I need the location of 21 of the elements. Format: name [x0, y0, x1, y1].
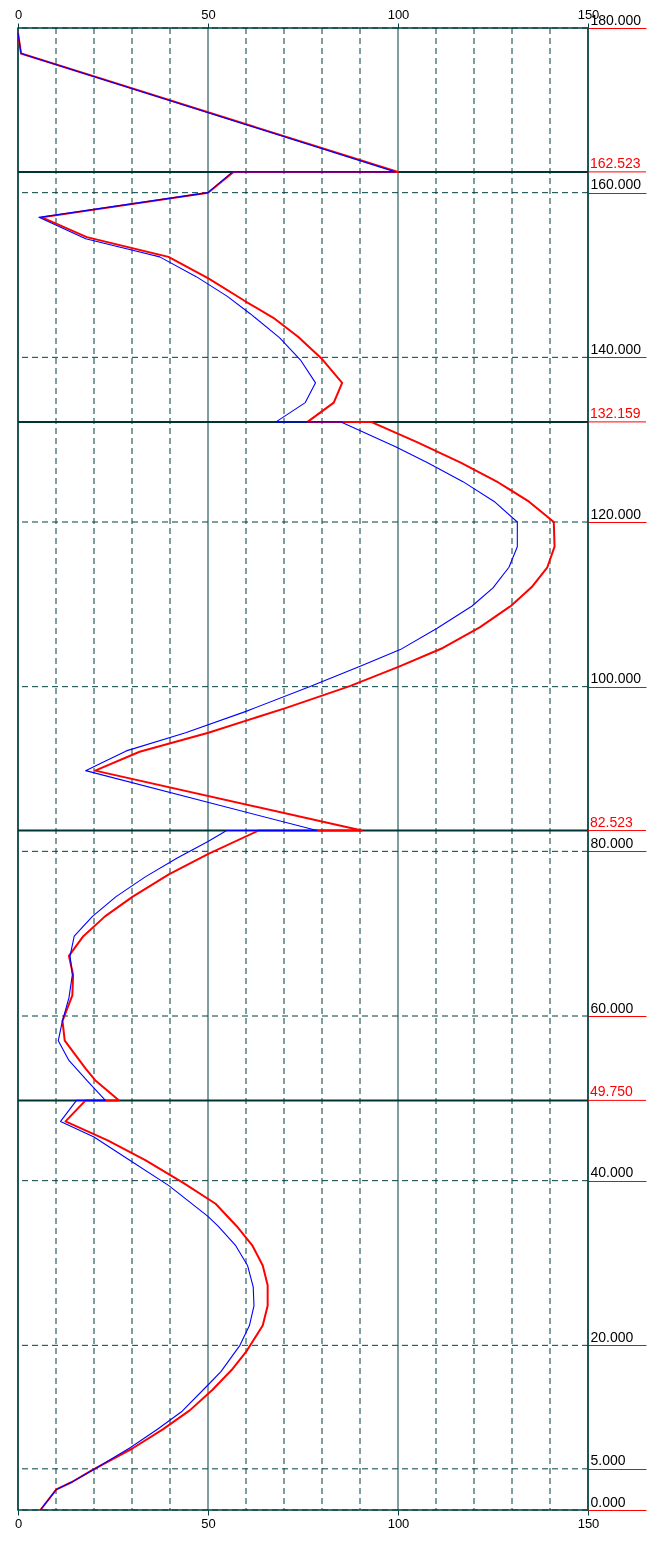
- ref-line-label: 82.523: [590, 813, 634, 830]
- x-tick-label: 100: [387, 1515, 410, 1531]
- y-tick-label: 100.000: [590, 670, 642, 687]
- y-tick-label: 40.000: [590, 1164, 634, 1181]
- y-tick-label: 5.000: [590, 1452, 626, 1469]
- x2-tick-label: 50: [201, 6, 216, 22]
- x2-tick-label: 100: [387, 6, 410, 22]
- y-tick-label: 160.000: [590, 176, 642, 193]
- x2-tick-label: 0: [14, 6, 23, 22]
- x-tick-label: 50: [201, 1515, 216, 1531]
- y-tick-label: 0.000: [590, 1493, 626, 1510]
- x-tick-label: 150: [577, 1515, 600, 1531]
- ref-line-label: 49.750: [590, 1083, 634, 1100]
- x-tick-label: 0: [14, 1515, 23, 1531]
- y-tick-label: 80.000: [590, 834, 634, 851]
- y-tick-label: 60.000: [590, 999, 634, 1016]
- y-tick-label: 20.000: [590, 1328, 634, 1345]
- ref-line-label: 132.159: [590, 404, 641, 421]
- y-tick-label: 140.000: [590, 340, 642, 357]
- y-tick-label: 120.000: [590, 505, 642, 522]
- ref-line-label: 162.523: [590, 154, 641, 171]
